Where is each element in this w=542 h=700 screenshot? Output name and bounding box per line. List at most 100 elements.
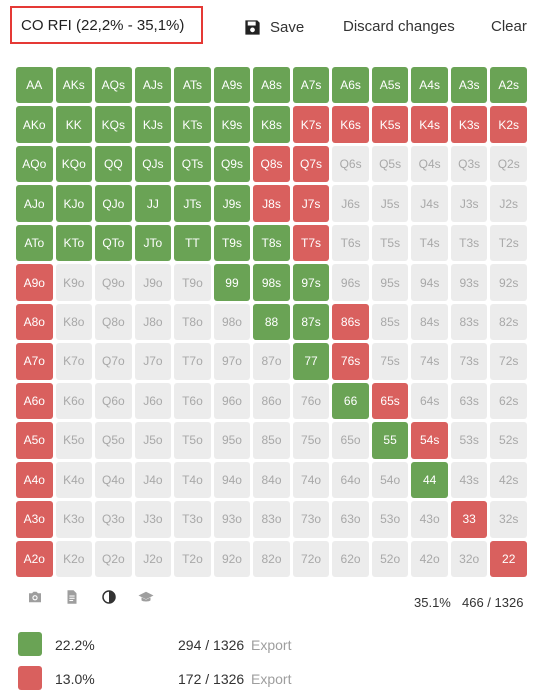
hand-cell-62s[interactable]: 62s <box>490 382 527 420</box>
hand-cell-a7o[interactable]: A7o <box>16 343 53 380</box>
hand-cell-86s[interactable]: 86s <box>332 303 369 341</box>
hand-cell-q8o[interactable]: Q8o <box>95 303 132 341</box>
hand-cell-aks[interactable]: AKs <box>55 67 93 104</box>
hand-cell-a3o[interactable]: A3o <box>16 501 53 538</box>
hand-cell-k3s[interactable]: K3s <box>450 106 488 143</box>
hand-cell-95o[interactable]: 95o <box>213 422 251 459</box>
hand-cell-52o[interactable]: 52o <box>371 540 409 577</box>
hand-cell-t4o[interactable]: T4o <box>174 461 211 499</box>
hand-cell-j6s[interactable]: J6s <box>332 185 369 222</box>
hand-cell-73o[interactable]: 73o <box>292 501 330 538</box>
hand-cell-ato[interactable]: ATo <box>16 224 53 262</box>
hand-cell-k8s[interactable]: K8s <box>253 106 290 143</box>
hand-cell-65o[interactable]: 65o <box>332 422 369 459</box>
hand-cell-q5o[interactable]: Q5o <box>95 422 132 459</box>
hand-cell-ajo[interactable]: AJo <box>16 185 53 222</box>
hand-cell-98o[interactable]: 98o <box>213 303 251 341</box>
hand-cell-kk[interactable]: KK <box>55 106 93 143</box>
hand-cell-j9o[interactable]: J9o <box>134 264 172 301</box>
hand-cell-q2s[interactable]: Q2s <box>490 145 527 183</box>
hand-cell-a8o[interactable]: A8o <box>16 303 53 341</box>
hand-cell-73s[interactable]: 73s <box>450 343 488 380</box>
hand-cell-64o[interactable]: 64o <box>332 461 369 499</box>
hand-cell-j8o[interactable]: J8o <box>134 303 172 341</box>
hand-cell-72s[interactable]: 72s <box>490 343 527 380</box>
hand-cell-t6o[interactable]: T6o <box>174 382 211 420</box>
hand-cell-98s[interactable]: 98s <box>253 264 290 301</box>
hand-cell-t8s[interactable]: T8s <box>253 224 290 262</box>
hand-cell-43o[interactable]: 43o <box>411 501 448 538</box>
hand-cell-q4o[interactable]: Q4o <box>95 461 132 499</box>
hand-cell-j3s[interactable]: J3s <box>450 185 488 222</box>
hand-cell-a4s[interactable]: A4s <box>411 67 448 104</box>
hand-cell-85s[interactable]: 85s <box>371 303 409 341</box>
save-button[interactable]: Save <box>243 15 304 39</box>
hand-cell-j2s[interactable]: J2s <box>490 185 527 222</box>
hand-cell-qts[interactable]: QTs <box>174 145 211 183</box>
hand-cell-a2o[interactable]: A2o <box>16 540 53 577</box>
hand-cell-kto[interactable]: KTo <box>55 224 93 262</box>
hand-cell-q7s[interactable]: Q7s <box>292 145 330 183</box>
graduation-cap-icon[interactable] <box>137 588 155 606</box>
hand-cell-t7o[interactable]: T7o <box>174 343 211 380</box>
hand-cell-t2o[interactable]: T2o <box>174 540 211 577</box>
hand-cell-74s[interactable]: 74s <box>411 343 448 380</box>
hand-cell-t6s[interactable]: T6s <box>332 224 369 262</box>
hand-cell-a6s[interactable]: A6s <box>332 67 369 104</box>
hand-cell-j7s[interactable]: J7s <box>292 185 330 222</box>
hand-cell-74o[interactable]: 74o <box>292 461 330 499</box>
hand-cell-72o[interactable]: 72o <box>292 540 330 577</box>
hand-cell-88[interactable]: 88 <box>253 303 290 341</box>
hand-cell-k8o[interactable]: K8o <box>55 303 93 341</box>
hand-cell-k9s[interactable]: K9s <box>213 106 251 143</box>
hand-cell-k5o[interactable]: K5o <box>55 422 93 459</box>
color-swatch-red[interactable] <box>18 666 42 690</box>
hand-cell-a3s[interactable]: A3s <box>450 67 488 104</box>
hand-cell-a8s[interactable]: A8s <box>253 67 290 104</box>
hand-cell-t5o[interactable]: T5o <box>174 422 211 459</box>
hand-cell-a5s[interactable]: A5s <box>371 67 409 104</box>
hand-cell-94o[interactable]: 94o <box>213 461 251 499</box>
hand-cell-93s[interactable]: 93s <box>450 264 488 301</box>
range-title[interactable]: CO RFI (22,2% - 35,1%) <box>10 6 203 44</box>
hand-cell-j9s[interactable]: J9s <box>213 185 251 222</box>
hand-cell-t8o[interactable]: T8o <box>174 303 211 341</box>
hand-cell-76o[interactable]: 76o <box>292 382 330 420</box>
hand-cell-t2s[interactable]: T2s <box>490 224 527 262</box>
hand-cell-a5o[interactable]: A5o <box>16 422 53 459</box>
hand-cell-j5o[interactable]: J5o <box>134 422 172 459</box>
hand-cell-a7s[interactable]: A7s <box>292 67 330 104</box>
hand-cell-q5s[interactable]: Q5s <box>371 145 409 183</box>
hand-cell-53s[interactable]: 53s <box>450 422 488 459</box>
hand-cell-63s[interactable]: 63s <box>450 382 488 420</box>
hand-cell-jj[interactable]: JJ <box>134 185 172 222</box>
hand-cell-q4s[interactable]: Q4s <box>411 145 448 183</box>
hand-cell-76s[interactable]: 76s <box>332 343 369 380</box>
hand-cell-a9o[interactable]: A9o <box>16 264 53 301</box>
hand-cell-54s[interactable]: 54s <box>411 422 448 459</box>
hand-cell-aqs[interactable]: AQs <box>95 67 132 104</box>
hand-cell-42o[interactable]: 42o <box>411 540 448 577</box>
hand-cell-qjs[interactable]: QJs <box>134 145 172 183</box>
hand-cell-87s[interactable]: 87s <box>292 303 330 341</box>
hand-cell-a2s[interactable]: A2s <box>490 67 527 104</box>
hand-cell-62o[interactable]: 62o <box>332 540 369 577</box>
hand-cell-75s[interactable]: 75s <box>371 343 409 380</box>
hand-cell-87o[interactable]: 87o <box>253 343 290 380</box>
hand-cell-k6o[interactable]: K6o <box>55 382 93 420</box>
hand-cell-j3o[interactable]: J3o <box>134 501 172 538</box>
hand-cell-43s[interactable]: 43s <box>450 461 488 499</box>
hand-cell-qto[interactable]: QTo <box>95 224 132 262</box>
hand-cell-j4o[interactable]: J4o <box>134 461 172 499</box>
contrast-icon[interactable] <box>100 588 118 606</box>
hand-cell-kjs[interactable]: KJs <box>134 106 172 143</box>
hand-cell-k4s[interactable]: K4s <box>411 106 448 143</box>
hand-cell-q3o[interactable]: Q3o <box>95 501 132 538</box>
hand-cell-q3s[interactable]: Q3s <box>450 145 488 183</box>
hand-cell-a9s[interactable]: A9s <box>213 67 251 104</box>
export-button[interactable]: Export <box>251 671 292 687</box>
hand-cell-42s[interactable]: 42s <box>490 461 527 499</box>
hand-cell-t7s[interactable]: T7s <box>292 224 330 262</box>
hand-cell-83s[interactable]: 83s <box>450 303 488 341</box>
hand-cell-j6o[interactable]: J6o <box>134 382 172 420</box>
